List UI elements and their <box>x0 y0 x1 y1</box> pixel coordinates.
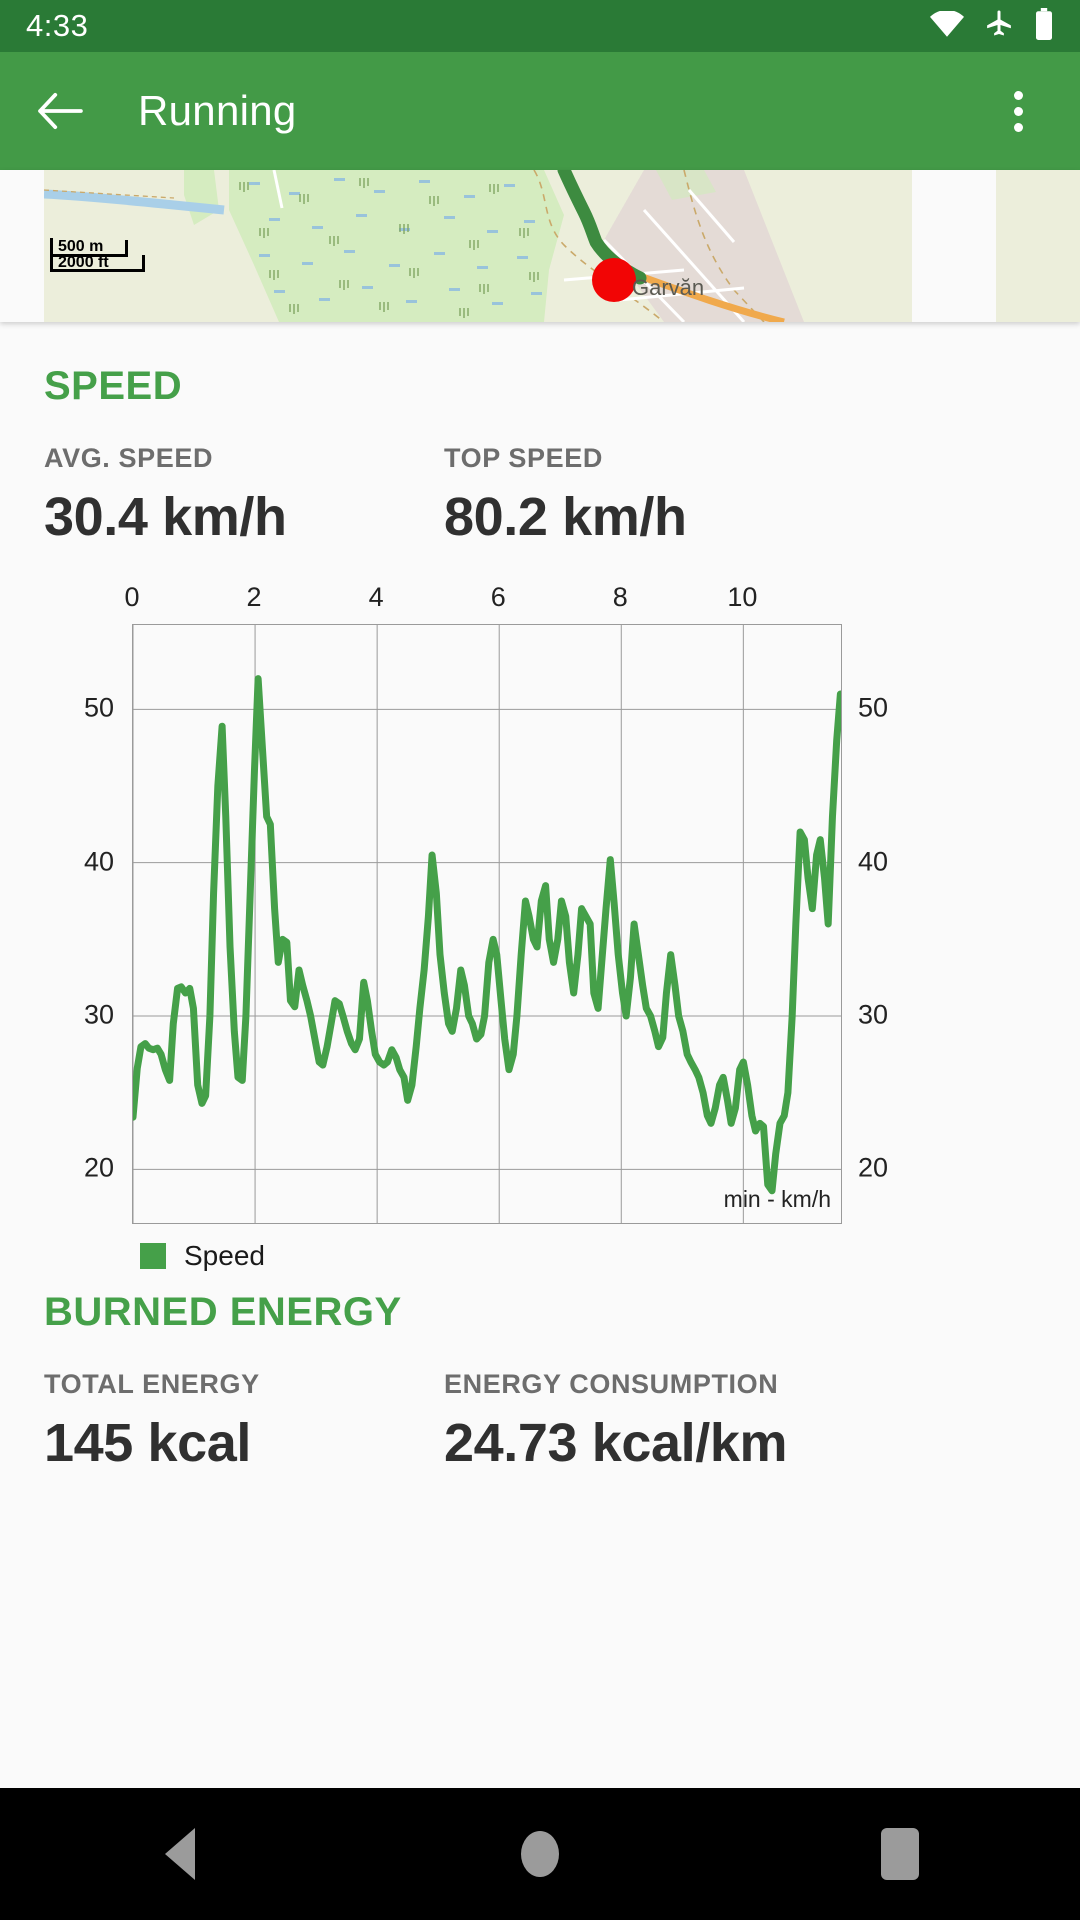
status-bar: 4:33 <box>0 0 1080 52</box>
app-bar: Running <box>0 52 1080 170</box>
chart-x-tick-label: 4 <box>368 582 384 612</box>
energy-consumption-label: ENERGY CONSUMPTION <box>444 1369 779 1399</box>
map-place-label: Garvăn <box>632 275 705 300</box>
chart-plot-area[interactable]: min - km/h <box>132 624 842 1224</box>
map-canvas[interactable] <box>44 170 996 322</box>
chart-y-axis-left-ticks: 20 30 40 50 <box>44 624 124 1224</box>
chart-series-line <box>133 675 841 1195</box>
top-speed-label: TOP SPEED <box>444 443 603 473</box>
content-bottom-spacer <box>0 1474 1080 1534</box>
overflow-menu-icon <box>1013 90 1023 100</box>
overflow-menu-icon <box>1013 122 1023 132</box>
chart-x-tick-label: 6 <box>490 582 506 612</box>
legend-label-speed: Speed <box>184 1240 265 1271</box>
nav-back-button[interactable] <box>120 1788 240 1920</box>
map-left-gutter <box>0 170 44 322</box>
current-position-marker <box>592 258 636 302</box>
chart-axis-note: min - km/h <box>723 1186 831 1212</box>
back-arrow-icon <box>38 92 83 130</box>
map-tiles <box>44 170 996 322</box>
chart-y-tick-label: 50 <box>83 692 114 723</box>
top-speed-stat: TOP SPEED 80.2 km/h <box>444 443 844 548</box>
total-energy-label: TOTAL ENERGY <box>44 1369 260 1399</box>
chart-x-tick-label: 8 <box>612 582 628 612</box>
battery-icon <box>1034 7 1054 45</box>
speed-chart[interactable]: 0 2 4 6 8 10 20 30 40 50 20 30 40 50 min - km/h Spe… <box>44 582 1036 1271</box>
map-right-gutter <box>912 170 996 322</box>
chart-y-tick-label: 40 <box>858 846 889 877</box>
avg-speed-stat: AVG. SPEED 30.4 km/h <box>44 443 444 548</box>
scale-metric-label: 500 m <box>58 238 104 255</box>
chart-y-tick-label: 30 <box>858 999 889 1030</box>
chart-y-tick-label: 50 <box>858 692 889 723</box>
top-speed-value: 80.2 km/h <box>444 487 687 547</box>
chart-x-axis-ticks: 0 2 4 6 8 10 <box>44 582 1036 620</box>
chart-y-axis-right-ticks: 20 30 40 50 <box>844 624 924 1224</box>
nav-home-button[interactable] <box>480 1788 600 1920</box>
chart-x-tick-label: 0 <box>124 582 140 612</box>
back-button[interactable] <box>30 81 90 141</box>
chart-svg <box>133 625 841 1223</box>
total-energy-value: 145 kcal <box>44 1413 251 1473</box>
chart-y-tick-label: 30 <box>83 999 114 1030</box>
chart-y-tick-label: 20 <box>858 1152 889 1183</box>
status-icons <box>930 7 1054 45</box>
energy-consumption-stat: ENERGY CONSUMPTION 24.73 kcal/km <box>444 1369 844 1474</box>
avg-speed-value: 30.4 km/h <box>44 487 287 547</box>
system-nav-bar <box>0 1788 1080 1920</box>
avg-speed-label: AVG. SPEED <box>44 443 214 473</box>
overflow-menu-button[interactable] <box>994 81 1042 141</box>
chart-x-tick-label: 10 <box>727 582 758 612</box>
nav-back-icon <box>165 1828 195 1880</box>
legend-swatch-speed <box>140 1243 166 1269</box>
chart-x-tick-label: 2 <box>246 582 262 612</box>
chart-y-tick-label: 20 <box>83 1152 114 1183</box>
speed-stats-row: AVG. SPEED 30.4 km/h TOP SPEED 80.2 km/h <box>44 443 1036 548</box>
chart-y-tick-label: 40 <box>83 846 114 877</box>
airplane-mode-icon <box>984 9 1014 44</box>
stats-content: SPEED AVG. SPEED 30.4 km/h TOP SPEED 80.… <box>0 364 1080 1474</box>
nav-recents-icon <box>881 1828 919 1880</box>
energy-stats-row: TOTAL ENERGY 145 kcal ENERGY CONSUMPTION… <box>44 1369 1036 1474</box>
page-title: Running <box>138 87 297 134</box>
speed-section-heading: SPEED <box>44 364 183 408</box>
nav-home-icon <box>521 1831 559 1877</box>
chart-legend: Speed <box>140 1240 265 1272</box>
total-energy-stat: TOTAL ENERGY 145 kcal <box>44 1369 444 1474</box>
nav-recents-button[interactable] <box>840 1788 960 1920</box>
scale-imperial-label: 2000 ft <box>58 254 109 271</box>
energy-consumption-value: 24.73 kcal/km <box>444 1413 788 1473</box>
overflow-menu-icon <box>1013 106 1023 116</box>
route-map[interactable]: 500 m 2000 ft Garvăn <box>0 170 1080 322</box>
energy-section-heading: BURNED ENERGY <box>44 1290 402 1334</box>
status-clock: 4:33 <box>26 8 89 43</box>
wifi-icon <box>930 9 964 42</box>
